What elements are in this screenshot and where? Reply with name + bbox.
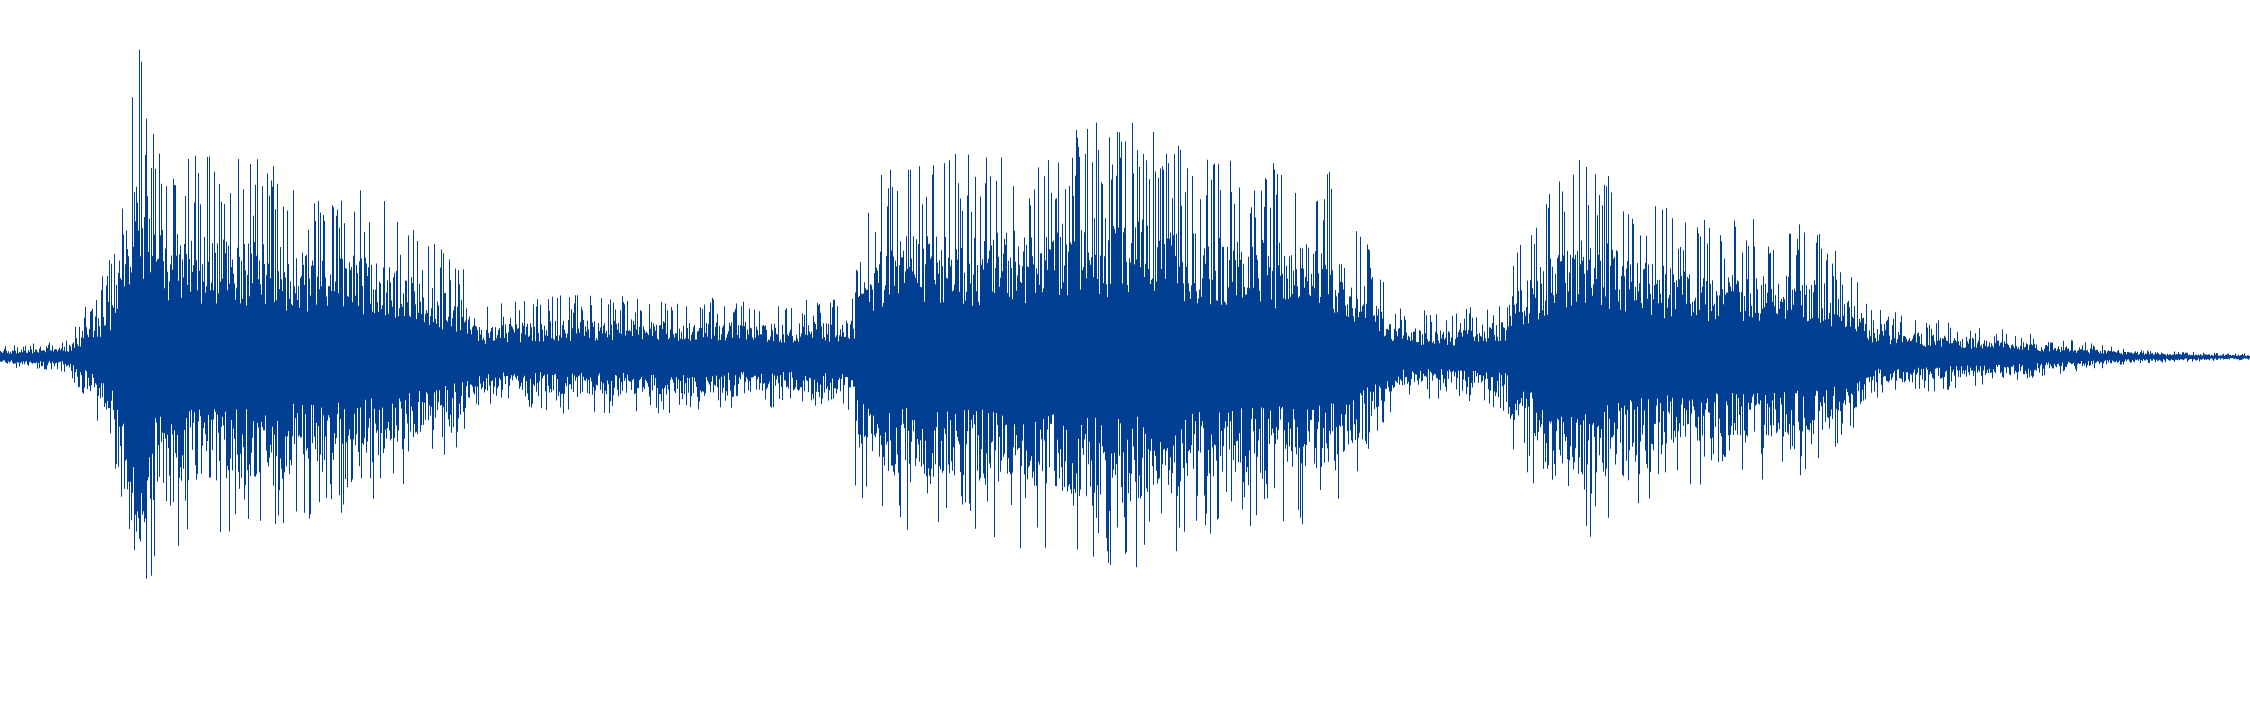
waveform-segment-burst-1: [0, 49, 484, 579]
waveform-trace: [0, 49, 484, 579]
waveform-bursts: [0, 49, 2250, 579]
waveform-segment-low-2: [1395, 306, 1508, 411]
waveform-trace: [1395, 306, 1508, 411]
waveform-segment-burst-3: [1508, 160, 1868, 537]
waveform-segment-burst-2: [855, 122, 1395, 568]
waveform-segment-low-1: [484, 295, 855, 414]
waveform-trace: [484, 295, 855, 414]
waveform-trace: [1868, 310, 2250, 398]
waveform-trace: [855, 122, 1395, 568]
waveform-trace: [1508, 160, 1868, 537]
waveform-segment-tail: [1868, 310, 2250, 398]
